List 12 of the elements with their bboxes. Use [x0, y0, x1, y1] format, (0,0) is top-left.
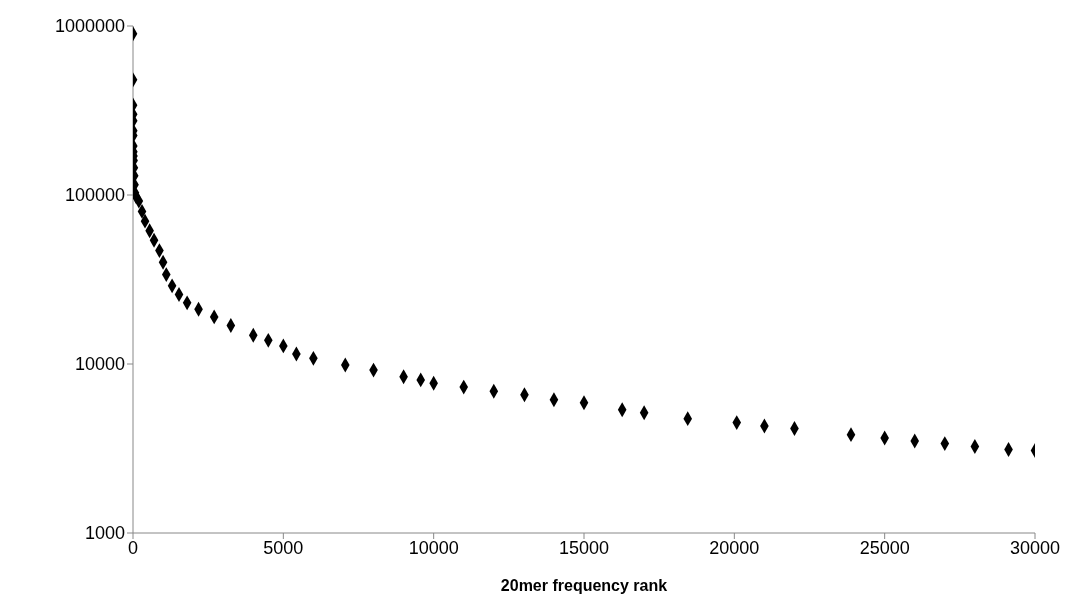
x-tick-label: 10000 — [408, 537, 459, 558]
x-tick-label: 0 — [127, 537, 139, 558]
x-tick-label: 20000 — [709, 537, 760, 558]
x-tick-label: 25000 — [859, 537, 910, 558]
x-tick-label: 30000 — [1009, 537, 1061, 558]
x-tick-label: 5000 — [263, 537, 304, 558]
x-tick-label: 15000 — [558, 537, 610, 558]
y-tick-label: 100000 — [64, 185, 125, 206]
x-axis-title: 20mer frequency rank — [500, 577, 668, 594]
y-tick-label: 1000 — [84, 523, 125, 544]
y-tick-label: 10000 — [74, 354, 125, 375]
y-tick-label: 1000000 — [54, 16, 125, 37]
